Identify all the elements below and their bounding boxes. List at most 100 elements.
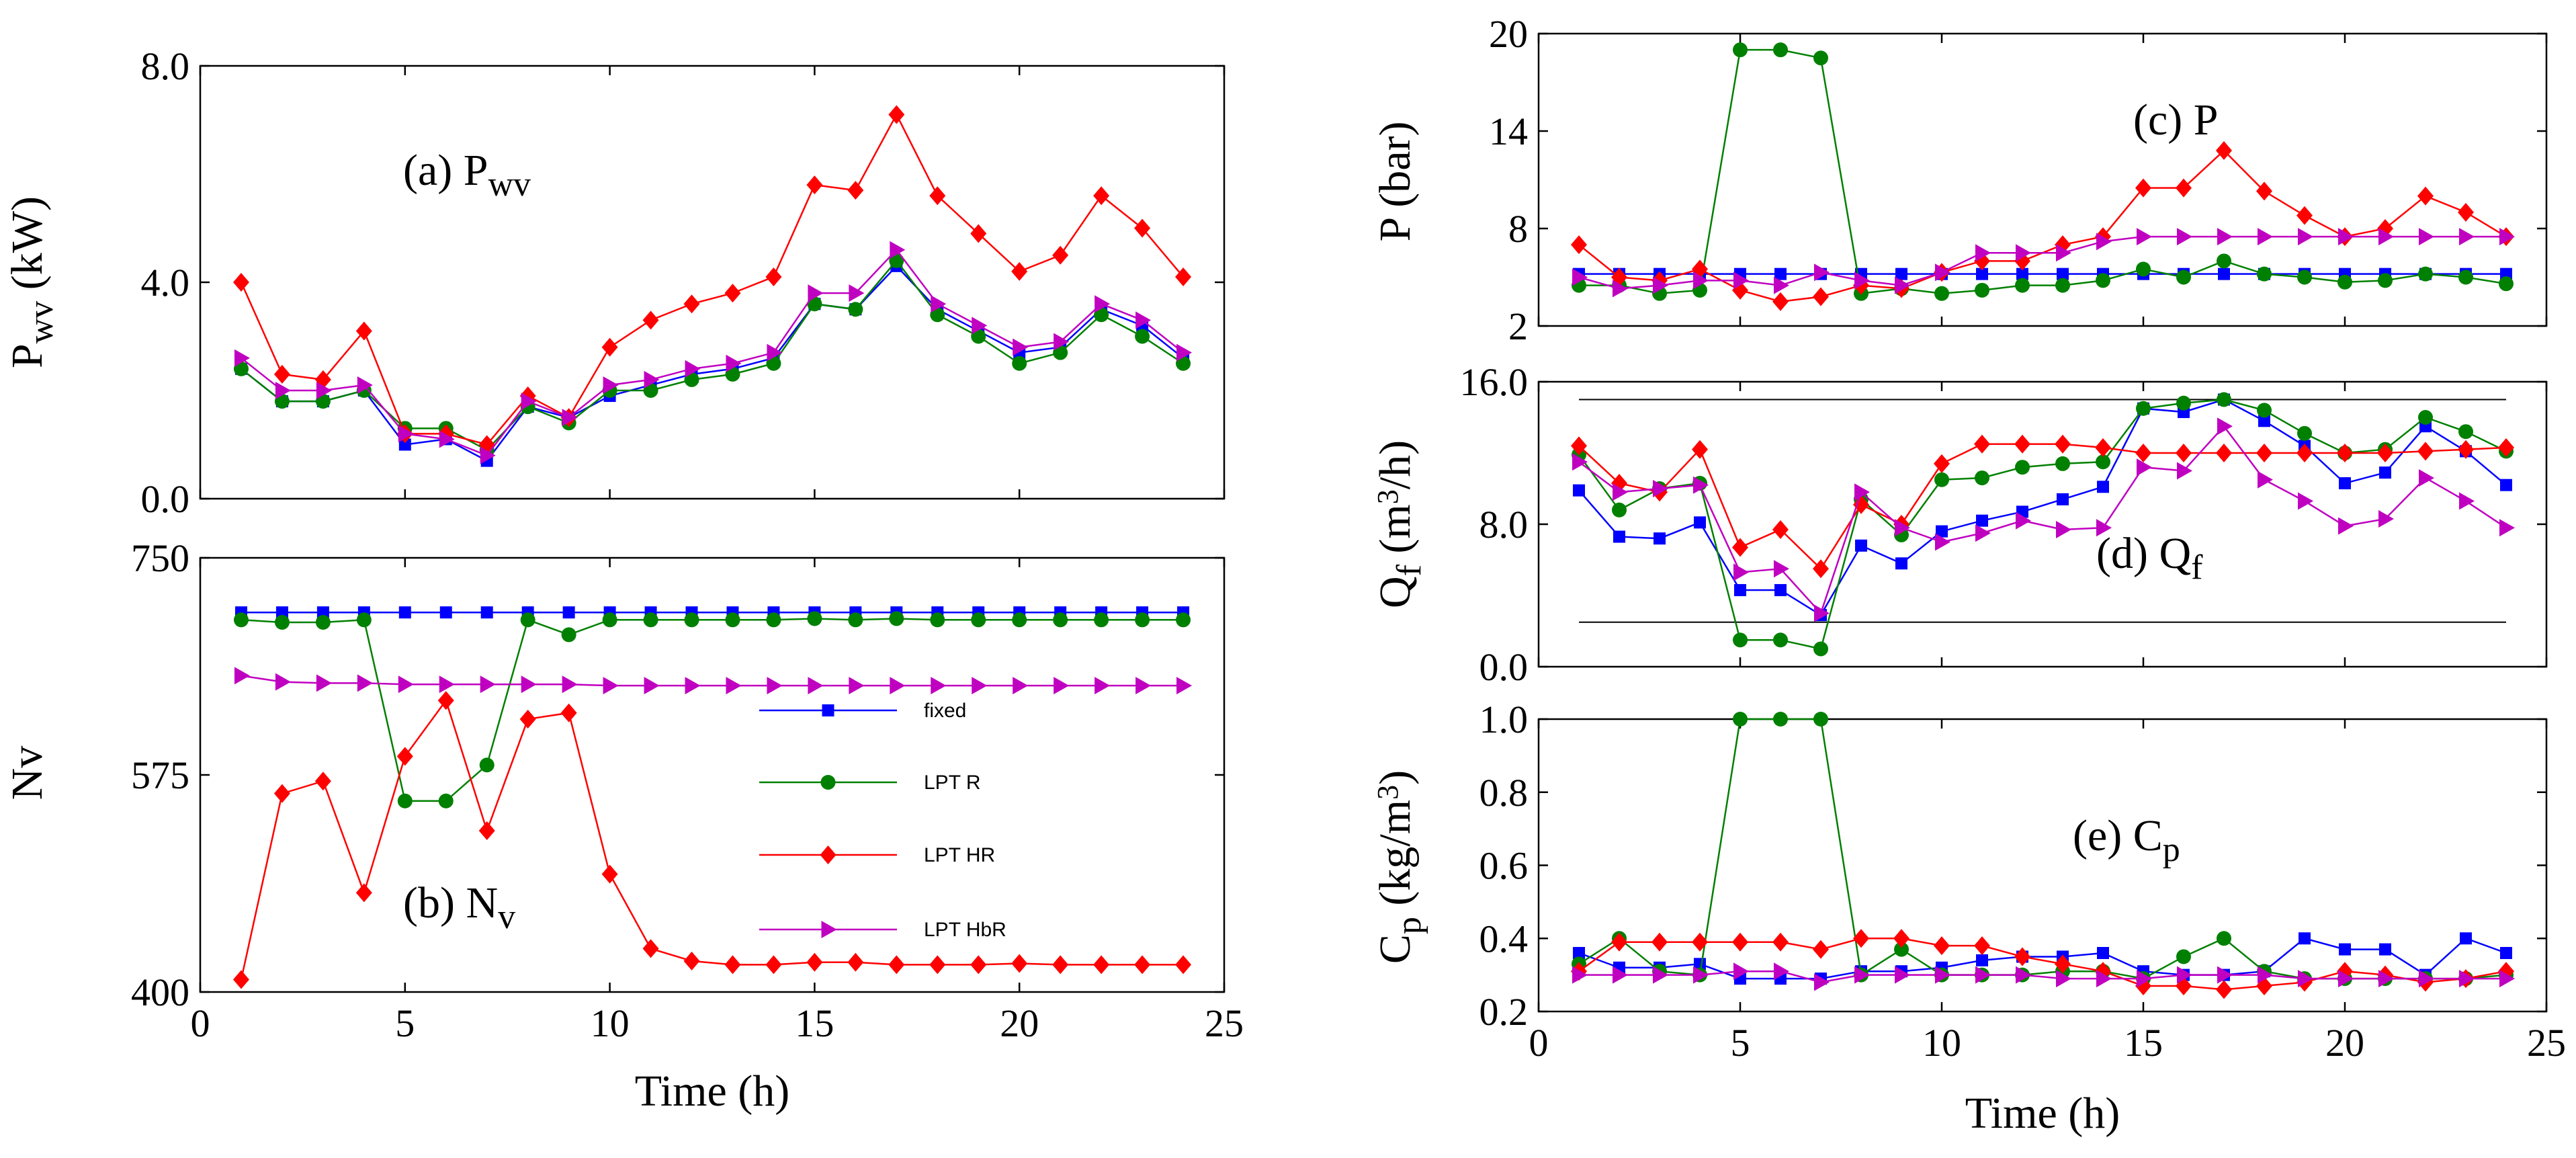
plot-frame (199, 65, 1226, 500)
data-point (2217, 966, 2233, 984)
data-point (1052, 955, 1069, 975)
data-point (2419, 228, 2434, 246)
series-LPTR (233, 253, 1191, 458)
data-point (2135, 444, 2151, 462)
data-point (2057, 493, 2069, 505)
data-point (2458, 270, 2473, 285)
data-point (1093, 186, 1110, 206)
chart-pwv: 0.0 4.0 8.0 (a) Pwv Pwv (kW) (3, 44, 1226, 521)
y-axis-title: Cp (kg/m3) (1371, 770, 1428, 964)
data-point (2258, 228, 2273, 246)
data-point (1176, 343, 1193, 362)
x-tick-label: 0 (1529, 1021, 1549, 1065)
data-point (1653, 276, 1668, 294)
data-point (766, 356, 781, 371)
data-point (602, 612, 617, 628)
data-point (848, 302, 863, 317)
data-point (1175, 955, 1192, 975)
data-point (234, 349, 250, 367)
data-point (2016, 966, 2031, 984)
data-point (2499, 519, 2515, 537)
data-point (1094, 295, 1111, 313)
data-point (2096, 273, 2110, 288)
data-point (2460, 932, 2472, 945)
y-tick-label: 0.8 (1479, 771, 1529, 815)
y-tick-label: 20 (1489, 12, 1528, 56)
y-axis-title: Qf (m3/h) (1371, 440, 1428, 608)
data-point (356, 612, 372, 628)
data-point (2218, 267, 2230, 280)
data-point (439, 675, 455, 694)
data-point (603, 677, 619, 695)
series-LPTHR (1571, 929, 2514, 999)
data-point (439, 606, 452, 619)
series-LPTR (1572, 712, 2514, 987)
series-line (1578, 938, 2507, 991)
data-point (2338, 517, 2354, 535)
data-point (1813, 641, 1828, 657)
data-point (1053, 345, 1068, 360)
data-point (2217, 417, 2233, 436)
series-line (1578, 443, 2507, 571)
data-point (724, 955, 741, 975)
legend-label: LPT HR (924, 844, 995, 866)
y-tick-label: 2 (1508, 304, 1528, 348)
data-point (2458, 202, 2474, 222)
data-point (2095, 438, 2111, 458)
data-point (1934, 454, 1950, 473)
x-tick-label: 20 (2325, 1021, 2364, 1065)
data-point (560, 703, 577, 722)
data-point (2298, 228, 2313, 246)
y-tick-label: 4.0 (141, 261, 190, 304)
series-line (241, 259, 1184, 452)
x-tick-label: 25 (2527, 1021, 2566, 1065)
series-fixed (1573, 267, 2512, 280)
data-point (1813, 50, 1828, 66)
x-tick-label: 5 (1731, 1021, 1750, 1065)
data-point (2499, 970, 2515, 988)
legend-item-LPTR: LPT R (759, 772, 980, 794)
data-point (888, 955, 905, 975)
data-point (890, 241, 906, 259)
series-line (1579, 48, 2507, 295)
y-tick-label: 8.0 (141, 44, 190, 88)
data-point (766, 612, 781, 628)
data-point (1975, 244, 1991, 262)
data-point (1813, 712, 1828, 727)
data-point (1613, 966, 1628, 984)
data-point (931, 677, 947, 695)
data-point (2056, 520, 2071, 538)
series-LPTHR (232, 105, 1192, 454)
series-LPTHbR (234, 241, 1193, 464)
series-line (241, 618, 1184, 802)
plot-frame (1537, 32, 2548, 327)
data-point (2297, 425, 2312, 441)
data-point (1613, 530, 1625, 543)
data-point (1013, 677, 1029, 695)
x-tick-label: 15 (2124, 1021, 2163, 1065)
data-point (2257, 266, 2272, 282)
data-point (1975, 470, 1989, 486)
data-point (644, 677, 660, 695)
data-point (2016, 511, 2031, 530)
data-point (273, 364, 290, 384)
data-point (1176, 677, 1193, 695)
data-point (2337, 274, 2352, 290)
data-point (480, 606, 493, 619)
data-point (889, 611, 904, 626)
data-point (480, 675, 496, 694)
data-point (970, 955, 987, 975)
data-point (1012, 612, 1027, 628)
data-point (1572, 966, 1588, 984)
data-point (1974, 936, 1990, 956)
data-point (1054, 677, 1070, 695)
data-point (2217, 228, 2233, 246)
data-point (2378, 970, 2394, 988)
y-axis-title: Nv (3, 746, 52, 800)
data-point (1694, 516, 1706, 529)
data-point (2137, 970, 2152, 988)
data-point (275, 606, 288, 619)
data-point (232, 273, 249, 292)
data-point (767, 677, 783, 695)
legend-marker (822, 704, 834, 716)
